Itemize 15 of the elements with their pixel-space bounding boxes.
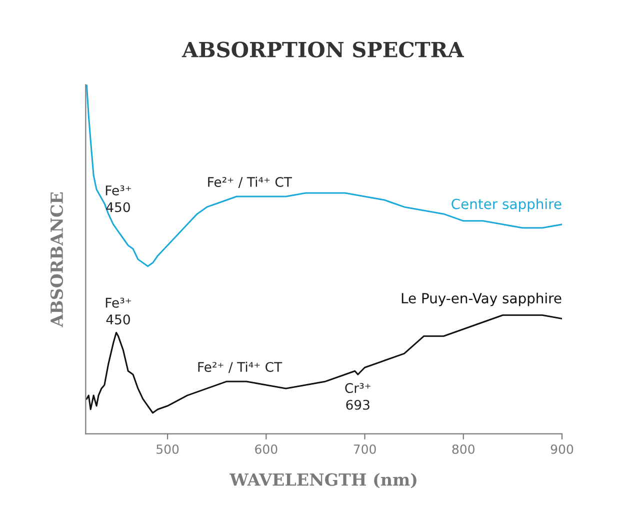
annotation: Fe³⁺ 450 (106, 298, 131, 324)
x-tick-label: 600 (255, 444, 278, 454)
x-tick-label: 800 (452, 444, 474, 454)
annotation: Fe²⁺ / Ti⁴⁺ CT (208, 176, 292, 188)
x-tick-label: 500 (156, 444, 179, 454)
annotation: Fe²⁺ / Ti⁴⁺ CT (198, 362, 282, 373)
series-label: Center sapphire (452, 198, 562, 212)
chart-title: ABSORPTION SPECTRA (182, 42, 464, 58)
annotation: Cr³⁺ 693 (345, 383, 370, 410)
y-axis-title: ABSORBANCE (50, 192, 64, 328)
x-axis-title: WAVELENGTH (nm) (230, 472, 416, 488)
x-tick-label: 700 (354, 444, 376, 454)
series-label: Le Puy-en-Vay sapphire (402, 292, 562, 306)
x-tick-label: 900 (550, 444, 574, 454)
annotation: Fe³⁺ 450 (106, 185, 131, 212)
